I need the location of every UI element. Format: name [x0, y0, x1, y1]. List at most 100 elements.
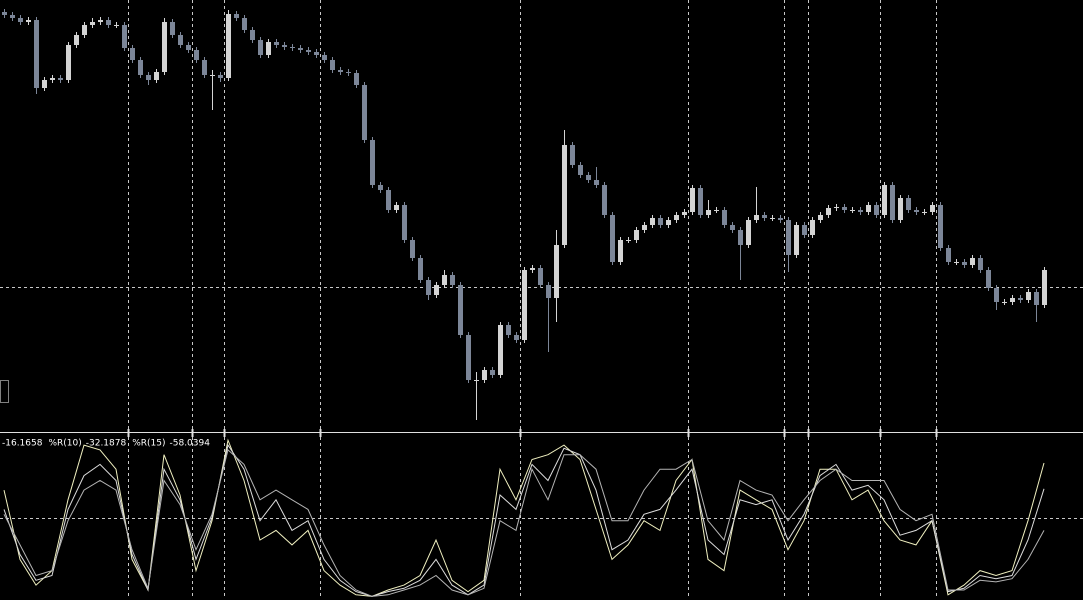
candle-body: [434, 285, 439, 295]
candle-body: [498, 325, 503, 375]
candle-body: [234, 14, 239, 18]
candle-body: [386, 190, 391, 210]
candle-body: [842, 207, 847, 210]
candle-body: [274, 42, 279, 45]
candle-body: [66, 45, 71, 80]
candle-body: [282, 45, 287, 47]
candle-body: [658, 218, 663, 225]
scroll-box: [0, 380, 9, 403]
candle-body: [1010, 298, 1015, 302]
candle-body: [402, 205, 407, 240]
candle-body: [354, 73, 359, 85]
candle-body: [330, 60, 335, 70]
candle-body: [546, 285, 551, 298]
candle-body: [114, 25, 119, 26]
candle-body: [914, 210, 919, 212]
candle-body: [130, 48, 135, 60]
candle-body: [698, 188, 703, 215]
candle-body: [762, 215, 767, 218]
candle-body: [10, 15, 15, 18]
candle-body: [82, 25, 87, 35]
legend-value: -58.0394: [170, 439, 211, 449]
candle-body: [986, 270, 991, 288]
candle-body: [418, 258, 423, 280]
candle-body: [466, 335, 471, 380]
candle-body: [298, 48, 303, 50]
candle-body: [850, 210, 855, 211]
candle-body: [610, 215, 615, 262]
candle-body: [834, 207, 839, 208]
candle-body: [858, 210, 863, 212]
candle-body: [818, 215, 823, 220]
candle-body: [522, 270, 527, 340]
candle-body: [970, 258, 975, 265]
candle-body: [826, 208, 831, 215]
candle-body: [394, 205, 399, 210]
indicator-line: [3, 438, 1045, 597]
candle-body: [538, 268, 543, 285]
candle-body: [410, 240, 415, 258]
candle-body: [514, 335, 519, 340]
candle-body: [426, 280, 431, 295]
candle-body: [642, 225, 647, 230]
candle-body: [1034, 292, 1039, 305]
candle-body: [890, 185, 895, 220]
candle-body: [922, 212, 927, 213]
legend-value: -32.1878: [86, 439, 127, 449]
candle-body: [626, 240, 631, 241]
candle-body: [634, 230, 639, 240]
indicator-line: [3, 448, 1045, 597]
candle-body: [146, 75, 151, 80]
candle-body: [74, 35, 79, 45]
candle-body: [602, 185, 607, 215]
candle-body: [570, 145, 575, 165]
candle-body: [450, 275, 455, 285]
candle-body: [154, 72, 159, 80]
candle-body: [738, 230, 743, 245]
candle-body: [730, 225, 735, 230]
candle-body: [194, 50, 199, 60]
legend-value: -16.1658: [2, 439, 43, 449]
candle-body: [882, 185, 887, 215]
candle-body: [802, 225, 807, 235]
candle-body: [122, 25, 127, 48]
candle-body: [1018, 298, 1023, 300]
candle-body: [954, 262, 959, 263]
candle-body: [562, 145, 567, 245]
candle-body: [722, 210, 727, 225]
candle-body: [1026, 292, 1031, 300]
candle-body: [186, 45, 191, 50]
candle-body: [306, 50, 311, 52]
candle-body: [490, 370, 495, 375]
candle-body: [138, 60, 143, 75]
candle-body: [866, 205, 871, 212]
candle-body: [322, 55, 327, 60]
candle-body: [530, 268, 535, 270]
candle-body: [210, 75, 215, 76]
candle-body: [362, 85, 367, 140]
candle-body: [714, 210, 719, 211]
candle-body: [370, 140, 375, 185]
legend-name: %R(10): [48, 439, 81, 449]
candle-body: [26, 20, 31, 22]
candle-body: [674, 215, 679, 220]
candle-body: [42, 80, 47, 88]
candle-body: [874, 205, 879, 215]
legend-name: %R(15): [132, 439, 165, 449]
candle-body: [978, 258, 983, 270]
candle-body: [586, 175, 591, 180]
candle-body: [778, 218, 783, 220]
candle-body: [786, 220, 791, 255]
candle-body: [906, 198, 911, 210]
candle-body: [226, 14, 231, 78]
candle-body: [338, 70, 343, 72]
candle-body: [34, 20, 39, 88]
candle-body: [266, 42, 271, 55]
candle-body: [162, 22, 167, 72]
candle-body: [618, 240, 623, 262]
candle-body: [754, 215, 759, 220]
candle-body: [18, 18, 23, 22]
candle-body: [442, 275, 447, 285]
